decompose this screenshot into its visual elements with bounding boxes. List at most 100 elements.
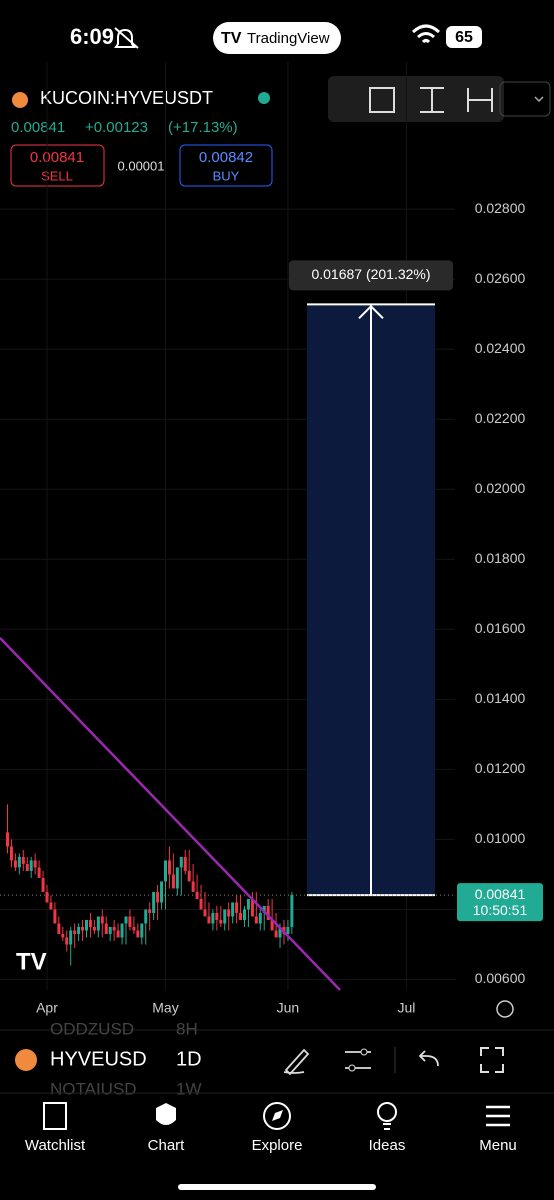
tv-watermark: TV: [16, 948, 47, 975]
watchlist-icon: [43, 1102, 67, 1130]
candle-body: [223, 909, 227, 924]
rect-tool[interactable]: [369, 87, 395, 113]
candle-body: [61, 933, 65, 938]
candle-body: [246, 898, 250, 910]
arrow-head: [358, 304, 384, 320]
candle-body: [254, 916, 258, 924]
candle-body: [132, 926, 136, 931]
candle-body: [207, 916, 211, 924]
y-tick-label: 0.01400: [475, 690, 526, 706]
tab-label[interactable]: Ideas: [369, 1137, 406, 1154]
indicators-knob: [348, 1064, 356, 1072]
candle-body: [116, 930, 120, 938]
battery: [446, 26, 482, 48]
y-tick-label: 0.01200: [475, 760, 526, 776]
candle-body: [108, 926, 112, 934]
toolbar-symbol[interactable]: HYVEUSD: [50, 1048, 147, 1070]
buy-price: 0.00842: [199, 149, 253, 166]
candle-body: [9, 846, 13, 861]
candle-body: [160, 881, 164, 903]
candle-body: [33, 860, 37, 868]
candle-body: [167, 860, 171, 875]
y-tick-label: 0.02600: [475, 270, 526, 286]
undo-icon[interactable]: [418, 1050, 439, 1067]
candle-body: [49, 902, 53, 910]
bulb-base: [383, 1123, 391, 1130]
candle-body: [274, 930, 278, 938]
candle-body: [179, 856, 183, 868]
tab-label[interactable]: Explore: [252, 1137, 303, 1154]
candle-body: [258, 912, 262, 924]
change-pct: (+17.13%): [168, 119, 238, 136]
candle-body: [152, 891, 156, 913]
candle-body: [191, 881, 195, 892]
x-tick-label: Jun: [277, 1000, 300, 1016]
last-price-label: 0.00841: [475, 886, 526, 902]
y-tick-label: 0.00600: [475, 970, 526, 986]
candle-body: [219, 919, 223, 924]
x-tick-label: Jul: [397, 1000, 415, 1016]
tab-label[interactable]: Watchlist: [25, 1137, 86, 1154]
date-range-tool[interactable]: [467, 88, 493, 112]
draw-icon[interactable]: [283, 1048, 310, 1076]
candle-body: [73, 930, 77, 934]
dropdown[interactable]: [499, 81, 551, 117]
candle-body: [195, 891, 199, 899]
candle-body: [211, 912, 215, 924]
candle-body: [6, 832, 10, 847]
toolbar-interval[interactable]: 1D: [176, 1048, 202, 1070]
tab-label[interactable]: Chart: [148, 1137, 186, 1154]
candle-body: [57, 923, 61, 934]
tab-bar: Watchlist Chart Explore Ideas Menu: [25, 1137, 517, 1154]
buy-label: BUY: [213, 168, 240, 183]
candle-body: [65, 937, 69, 945]
measure-label: 0.01687 (201.32%): [311, 266, 430, 282]
price-range-tool[interactable]: [420, 87, 444, 113]
candle-body: [199, 898, 203, 910]
candle-body: [124, 916, 128, 924]
coin-icon: [15, 1049, 37, 1071]
coin-icon: [12, 92, 28, 108]
indicators-knob: [360, 1048, 368, 1056]
countdown: 10:50:51: [473, 902, 528, 918]
candle-body: [227, 909, 231, 917]
candle-body: [187, 870, 191, 882]
ghost-interval: 1W: [176, 1079, 202, 1098]
candle-body: [171, 874, 175, 889]
candle-body: [203, 909, 207, 917]
candle-body: [29, 860, 33, 871]
battery-level: 65: [455, 29, 473, 46]
settings-icon[interactable]: [496, 1000, 514, 1018]
candle-body: [104, 923, 108, 934]
symbol: KUCOIN:HYVEUSDT: [40, 88, 213, 108]
spread: 0.00001: [118, 158, 165, 173]
candle-body: [290, 895, 294, 927]
indicators-icon[interactable]: [345, 1051, 371, 1069]
app-pill: [213, 22, 341, 54]
plot: 0.006000.008000.010000.012000.014000.016…: [0, 62, 543, 1016]
candle-body: [88, 919, 92, 927]
candle-body: [17, 856, 21, 868]
chart-icon: [156, 1103, 176, 1125]
candle-body: [96, 916, 100, 931]
candle-body: [92, 926, 96, 931]
fullscreen-icon[interactable]: [480, 1047, 504, 1073]
tv-logo: TV: [221, 30, 242, 47]
candle-body: [140, 923, 144, 938]
sell-label: SELL: [41, 168, 73, 183]
candle-body: [242, 909, 246, 920]
candle-body: [128, 916, 132, 927]
sell-button[interactable]: [10, 144, 105, 187]
home-indicator: [178, 1184, 376, 1190]
y-tick-label: 0.02800: [475, 200, 526, 216]
change: +0.00123: [85, 119, 148, 136]
candle-body: [84, 919, 88, 931]
y-tick-label: 0.02000: [475, 480, 526, 496]
buy-button[interactable]: [179, 144, 273, 187]
y-tick-label: 0.01600: [475, 620, 526, 636]
y-tick-label: 0.01000: [475, 830, 526, 846]
wifi-icon: [411, 24, 441, 44]
tab-label[interactable]: Menu: [479, 1137, 517, 1154]
